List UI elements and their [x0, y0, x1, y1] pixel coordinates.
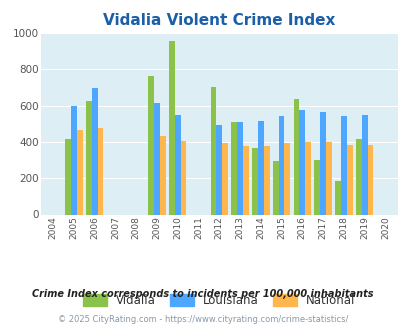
Bar: [257, 121, 263, 214]
Text: © 2025 CityRating.com - https://www.cityrating.com/crime-statistics/: © 2025 CityRating.com - https://www.city…: [58, 315, 347, 324]
Bar: [86, 101, 92, 214]
Bar: [216, 125, 222, 214]
Bar: [222, 143, 227, 214]
Bar: [305, 142, 310, 214]
Bar: [278, 115, 284, 214]
Bar: [272, 161, 278, 214]
Bar: [284, 143, 290, 214]
Bar: [355, 139, 361, 214]
Bar: [346, 145, 352, 214]
Bar: [210, 87, 216, 214]
Bar: [97, 128, 103, 214]
Text: Crime Index corresponds to incidents per 100,000 inhabitants: Crime Index corresponds to incidents per…: [32, 289, 373, 299]
Legend: Vidalia, Louisiana, National: Vidalia, Louisiana, National: [78, 289, 359, 312]
Bar: [252, 148, 257, 214]
Bar: [168, 41, 175, 214]
Bar: [298, 110, 305, 214]
Bar: [92, 88, 97, 214]
Bar: [242, 147, 248, 214]
Bar: [237, 122, 242, 214]
Bar: [160, 137, 165, 214]
Bar: [263, 147, 269, 214]
Bar: [293, 99, 298, 214]
Bar: [367, 145, 373, 214]
Bar: [361, 115, 367, 214]
Bar: [153, 103, 160, 214]
Bar: [340, 116, 346, 214]
Bar: [71, 106, 77, 214]
Bar: [334, 181, 340, 214]
Bar: [231, 122, 237, 214]
Bar: [77, 130, 82, 214]
Bar: [313, 160, 320, 214]
Bar: [320, 112, 325, 214]
Bar: [325, 142, 331, 214]
Bar: [148, 76, 153, 214]
Bar: [175, 115, 180, 214]
Bar: [180, 141, 186, 214]
Title: Vidalia Violent Crime Index: Vidalia Violent Crime Index: [103, 13, 335, 28]
Bar: [65, 139, 71, 214]
